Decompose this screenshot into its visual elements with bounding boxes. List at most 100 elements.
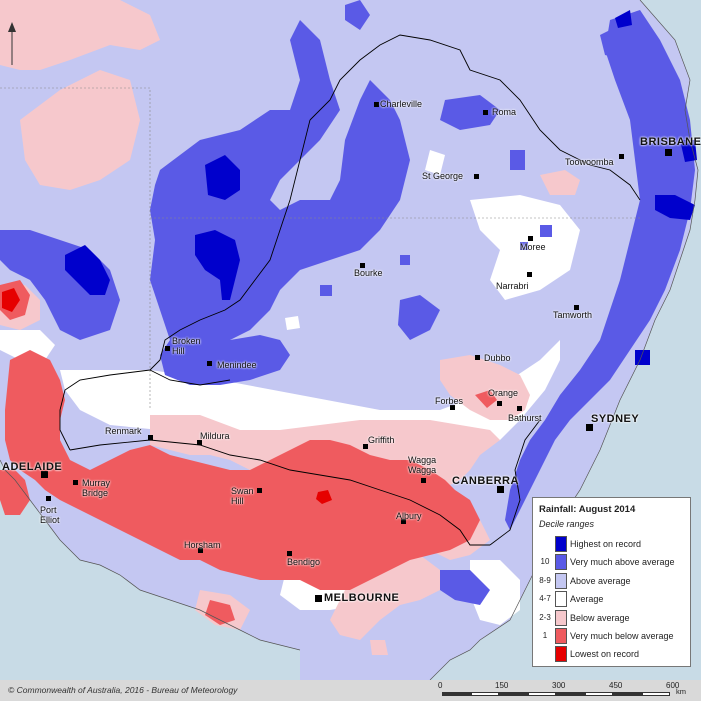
- scale-unit: km: [676, 687, 686, 696]
- city-label: BRISBANE: [640, 136, 701, 148]
- credit-text: © Commonwealth of Australia, 2016 - Bure…: [8, 685, 238, 695]
- legend-decile-code: 4-7: [539, 594, 551, 604]
- city-label: Moree: [520, 242, 546, 252]
- city-marker: [497, 401, 502, 406]
- city-label: Bendigo: [287, 557, 321, 567]
- city-label: CANBERRA: [452, 475, 519, 487]
- legend-label: Highest on record: [570, 539, 642, 549]
- legend-row: 1 Very much below average: [533, 628, 690, 646]
- legend-decile-code: 8-9: [539, 575, 551, 585]
- legend-label: Very much below average: [570, 631, 674, 641]
- city-marker: [41, 471, 48, 478]
- scale-bar-segment: [613, 692, 642, 696]
- city-marker: [46, 496, 51, 501]
- scale-bar-segment: [584, 692, 613, 696]
- city-marker: [483, 110, 488, 115]
- city-label: Charleville: [380, 99, 423, 109]
- scale-tick-label: 150: [495, 681, 509, 690]
- city-marker: [165, 346, 170, 351]
- legend-row: 10 Very much above average: [533, 554, 690, 572]
- legend-swatch: [555, 554, 567, 571]
- city-marker: [287, 551, 292, 556]
- footer: © Commonwealth of Australia, 2016 - Bure…: [0, 680, 701, 701]
- legend-decile-code: 1: [542, 631, 548, 640]
- scale-bar-segment: [470, 692, 499, 696]
- city-marker: [197, 440, 202, 445]
- highest-on-record-regions: [65, 10, 697, 365]
- legend-row: Highest on record: [533, 536, 690, 554]
- city-label: Forbes: [435, 396, 464, 406]
- scale-bar-segment: [442, 692, 471, 696]
- city-label: Mildura: [200, 431, 230, 441]
- city-label: Wagga Wagga: [408, 455, 437, 475]
- legend-label: Average: [570, 594, 604, 605]
- legend-row: 2-3 Below average: [533, 609, 690, 628]
- lowest-on-record-regions: [2, 288, 332, 504]
- city-label: St George: [422, 171, 464, 181]
- coastline: [0, 0, 699, 681]
- city-label: Tamworth: [553, 310, 593, 320]
- city-marker: [474, 174, 479, 179]
- city-label: MELBOURNE: [324, 592, 400, 604]
- city-marker: [198, 548, 203, 553]
- city-marker: [527, 272, 532, 277]
- city-marker: [257, 488, 262, 493]
- city-marker: [315, 595, 322, 602]
- city-label: SYDNEY: [591, 413, 640, 425]
- city-marker: [497, 486, 504, 493]
- city-marker: [148, 435, 153, 440]
- city-marker: [574, 305, 579, 310]
- scale-tick-label: 300: [552, 681, 566, 690]
- city-label: Bourke: [354, 268, 383, 278]
- legend-swatch: [555, 572, 567, 589]
- city-marker: [450, 405, 455, 410]
- state-borders: [59, 34, 641, 546]
- legend: Rainfall: August 2014 Decile ranges High…: [532, 497, 691, 667]
- city-marker: [619, 154, 624, 159]
- scale-bar-segment: [556, 692, 585, 696]
- city-label: Broken Hill: [172, 336, 201, 356]
- city-marker: [586, 424, 593, 431]
- graticule: [0, 87, 640, 410]
- scale-bar-segment: [499, 692, 528, 696]
- city-label: Toowoomba: [565, 157, 614, 167]
- legend-label: Lowest on record: [570, 649, 640, 660]
- scale-bar-segment: [527, 692, 556, 696]
- city-marker: [374, 102, 379, 107]
- city-label: Renmark: [105, 426, 142, 436]
- scale-tick-label: 600: [666, 681, 680, 690]
- city-label: Dubbo: [484, 353, 511, 363]
- legend-swatch: [555, 628, 567, 644]
- city-marker: [363, 444, 368, 449]
- legend-swatch: [555, 536, 567, 552]
- legend-row: 4-7 Average: [533, 591, 690, 609]
- city-marker: [401, 519, 406, 524]
- city-marker: [665, 149, 672, 156]
- city-marker: [360, 263, 365, 268]
- legend-row: 8-9 Above average: [533, 572, 690, 591]
- legend-subtitle: Decile ranges: [539, 519, 595, 529]
- city-label: Port Elliot: [40, 505, 60, 525]
- city-marker: [207, 361, 212, 366]
- city-label: Bathurst: [508, 413, 542, 423]
- city-marker: [528, 236, 533, 241]
- legend-decile-code: 2-3: [539, 612, 551, 622]
- legend-label: Very much above average: [570, 557, 675, 568]
- city-label: Orange: [488, 388, 519, 398]
- legend-swatch: [555, 591, 567, 608]
- legend-swatch: [555, 609, 567, 626]
- city-marker: [475, 355, 480, 360]
- legend-row: Lowest on record: [533, 646, 690, 664]
- legend-label: Below average: [570, 612, 630, 623]
- city-label: Horsham: [184, 540, 221, 550]
- scale-bar-segment: [641, 692, 670, 696]
- city-label: Narrabri: [496, 281, 529, 291]
- city-marker: [73, 480, 78, 485]
- city-marker: [517, 406, 522, 411]
- legend-title: Rainfall: August 2014: [539, 504, 636, 515]
- legend-swatch: [555, 646, 567, 663]
- north-arrow-icon: [8, 22, 16, 65]
- city-label: Roma: [492, 107, 517, 117]
- scale-tick-label: 0: [438, 681, 443, 690]
- city-label: ADELAIDE: [2, 461, 63, 473]
